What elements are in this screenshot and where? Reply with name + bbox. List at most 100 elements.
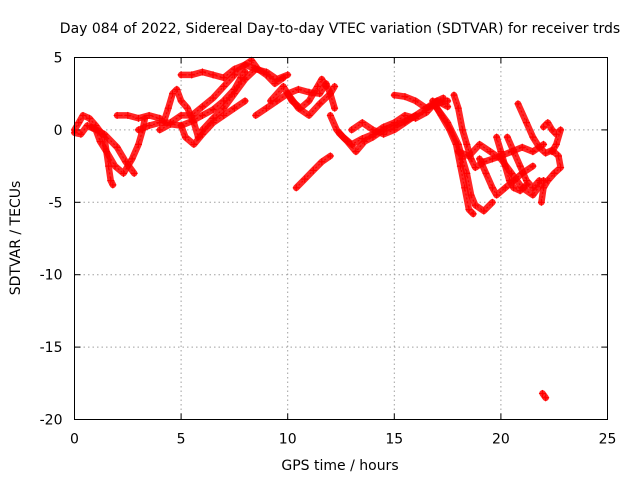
plot-frame — [74, 57, 608, 420]
data-point-marker — [134, 114, 143, 122]
series-line-track-8 — [180, 100, 246, 145]
data-point-marker — [198, 111, 207, 120]
data-point-marker — [529, 162, 537, 170]
y-tick-label: 5 — [54, 51, 63, 67]
data-point-marker — [529, 184, 537, 192]
data-point-marker — [401, 119, 409, 127]
data-point-marker — [198, 130, 207, 138]
data-point-marker — [156, 126, 164, 134]
data-point-marker — [96, 137, 104, 146]
data-point-marker — [188, 71, 196, 79]
data-point-marker — [305, 97, 313, 105]
data-point-marker — [503, 133, 511, 141]
data-point-marker — [122, 158, 130, 166]
data-point-marker — [544, 119, 552, 127]
data-point-marker — [177, 97, 185, 105]
data-point-marker — [348, 126, 356, 134]
data-point-marker — [75, 119, 83, 127]
data-point-marker — [230, 104, 238, 112]
data-point-marker — [284, 71, 292, 79]
data-point-marker — [145, 111, 153, 120]
data-point-marker — [454, 140, 462, 148]
data-point-marker — [510, 148, 518, 156]
data-point-marker — [107, 176, 115, 185]
data-point-marker — [542, 394, 550, 402]
data-point-marker — [183, 104, 192, 112]
data-point-marker — [538, 389, 547, 398]
x-tick-label: 0 — [70, 432, 79, 448]
data-point-marker — [493, 133, 501, 141]
x-axis-label: GPS time / hours — [281, 458, 398, 474]
data-point-marker — [390, 91, 398, 99]
data-point-marker — [548, 148, 556, 156]
data-point-marker — [556, 163, 565, 172]
data-point-marker — [369, 126, 377, 134]
y-tick-labels: -20 -15 -10 -5 0 5 — [40, 51, 63, 429]
data-point-marker — [480, 207, 488, 215]
x-tick-labels: 0 5 10 15 20 25 — [70, 432, 616, 448]
data-point-marker — [401, 92, 409, 101]
data-point-marker — [390, 126, 398, 134]
data-point-marker — [429, 97, 437, 105]
data-point-marker — [465, 152, 473, 160]
data-point-marker — [514, 100, 522, 108]
data-point-marker — [87, 123, 96, 131]
data-point-marker — [190, 140, 198, 148]
data-point-marker — [412, 97, 420, 105]
data-point-marker — [454, 104, 462, 112]
data-point-marker — [358, 119, 366, 127]
data-point-marker — [444, 119, 452, 127]
data-point-marker — [241, 68, 249, 76]
y-tick-label: -5 — [49, 195, 63, 211]
data-point-marker — [273, 75, 281, 83]
data-point-marker — [488, 198, 496, 206]
y-tick-label: -15 — [40, 340, 63, 356]
data-series — [70, 56, 565, 402]
data-point-marker — [230, 65, 238, 73]
data-point-marker — [469, 210, 477, 218]
data-point-marker — [335, 129, 343, 137]
x-tick-label: 10 — [279, 432, 297, 448]
data-point-marker — [164, 104, 172, 112]
data-point-marker — [542, 149, 550, 157]
data-point-marker — [209, 71, 217, 79]
data-point-marker — [522, 119, 531, 127]
data-point-marker — [294, 104, 302, 112]
data-point-marker — [111, 162, 119, 170]
data-point-marker — [241, 75, 249, 83]
data-point-marker — [552, 140, 560, 148]
data-point-marker — [252, 111, 260, 120]
data-point-marker — [220, 82, 228, 91]
data-point-marker — [433, 104, 441, 112]
data-point-marker — [529, 191, 537, 199]
data-point-marker — [510, 184, 518, 192]
data-point-marker — [463, 169, 471, 177]
data-point-marker — [501, 184, 509, 192]
data-point-marker — [331, 82, 339, 91]
data-point-marker — [292, 184, 300, 192]
data-point-marker — [422, 104, 430, 112]
data-point-marker — [475, 140, 484, 148]
data-point-marker — [294, 85, 302, 93]
chart-title: Day 084 of 2022, Sidereal Day-to-day VTE… — [60, 21, 620, 37]
data-point-marker — [529, 133, 537, 141]
data-point-marker — [262, 104, 270, 112]
data-point-marker — [198, 68, 207, 76]
data-point-marker — [539, 140, 548, 148]
data-point-marker — [450, 91, 458, 99]
data-point-marker — [380, 130, 388, 138]
x-tick-label: 20 — [492, 432, 510, 448]
data-point-marker — [497, 148, 505, 156]
y-axis-label: SDTVAR / TECUs — [8, 181, 24, 296]
data-point-marker — [168, 90, 177, 98]
data-point-marker — [273, 97, 281, 105]
series-band-track-12 — [284, 83, 338, 119]
data-point-marker — [316, 100, 324, 108]
data-point-marker — [401, 111, 409, 120]
data-point-marker — [100, 130, 108, 138]
series-line-track-2 — [73, 117, 146, 174]
data-point-marker — [352, 148, 360, 156]
data-point-marker — [262, 68, 270, 76]
data-point-marker — [109, 181, 117, 189]
